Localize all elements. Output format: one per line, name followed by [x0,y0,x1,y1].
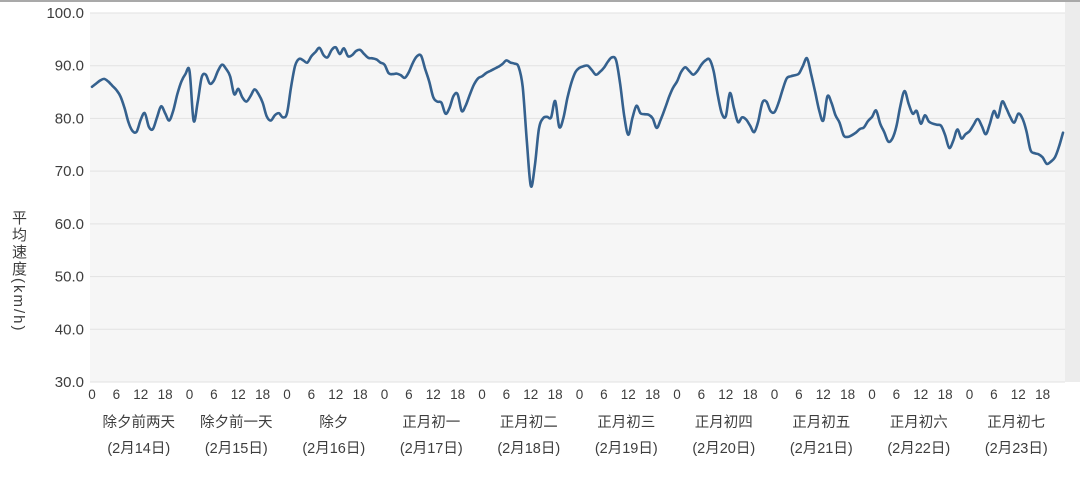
day-date-label: (2月22日) [887,441,950,457]
day-name-label: 正月初六 [890,414,948,431]
hour-tick-label: 0 [673,387,681,402]
hour-tick-label: 6 [600,387,608,402]
speed-line [90,45,1065,188]
day-date-label: (2月23日) [985,441,1048,457]
hour-tick-label: 18 [743,387,758,402]
hour-tick-label: 6 [893,387,901,402]
hour-tick-label: 6 [503,387,511,402]
hour-tick-label: 6 [308,387,316,402]
hour-tick-label: 0 [478,387,486,402]
hour-tick-label: 18 [450,387,465,402]
y-tick-label: 60.0 [55,216,84,233]
day-date-label: (2月21日) [790,441,853,457]
hour-tick-label: 0 [771,387,779,402]
day-name-label: 除夕 [319,414,348,431]
hour-tick-label: 6 [113,387,121,402]
hour-tick-label: 12 [718,387,733,402]
hour-tick-label: 6 [795,387,803,402]
top-border-line [0,0,1080,2]
day-date-label: (2月17日) [400,441,463,457]
day-date-label: (2月20日) [692,441,755,457]
y-tick-label: 40.0 [55,321,84,338]
hour-tick-label: 12 [328,387,343,402]
hour-tick-label: 6 [210,387,218,402]
hour-tick-label: 18 [938,387,953,402]
hour-tick-label: 12 [1011,387,1026,402]
y-tick-label: 80.0 [55,110,84,127]
day-name-label: 除夕前两天 [103,414,176,431]
day-name-label: 正月初三 [597,414,655,431]
hour-tick-label: 18 [158,387,173,402]
y-tick-label: 90.0 [55,58,84,75]
day-date-label: (2月19日) [595,441,658,457]
hour-tick-label: 0 [186,387,194,402]
hour-tick-label: 18 [840,387,855,402]
hour-tick-label: 18 [1035,387,1050,402]
hour-tick-label: 6 [405,387,413,402]
hour-tick-label: 6 [990,387,998,402]
right-margin-strip [1065,2,1080,382]
day-date-label: (2月14日) [107,441,170,457]
hour-tick-label: 0 [381,387,389,402]
hour-tick-label: 0 [283,387,291,402]
day-name-label: 除夕前一天 [200,414,273,431]
hour-tick-label: 12 [426,387,441,402]
day-name-label: 正月初四 [695,414,753,431]
hour-tick-label: 12 [133,387,148,402]
y-tick-label: 70.0 [55,163,84,180]
day-name-label: 正月初七 [987,414,1045,431]
hour-tick-label: 12 [913,387,928,402]
hour-tick-label: 0 [576,387,584,402]
plot-area [90,13,1065,382]
y-axis-title: 平均速度(km/h) [10,210,27,333]
hour-tick-label: 6 [698,387,706,402]
hour-tick-label: 0 [966,387,974,402]
day-date-label: (2月18日) [497,441,560,457]
y-tick-label: 50.0 [55,269,84,286]
hour-tick-label: 12 [231,387,246,402]
y-tick-label: 100.0 [46,5,84,22]
hour-tick-label: 18 [353,387,368,402]
day-name-label: 正月初一 [402,414,460,431]
hour-tick-label: 18 [548,387,563,402]
hour-tick-label: 0 [88,387,96,402]
hour-tick-label: 18 [255,387,270,402]
day-name-label: 正月初五 [792,414,850,431]
hour-tick-label: 18 [645,387,660,402]
hour-tick-label: 0 [868,387,876,402]
day-date-label: (2月16日) [302,441,365,457]
day-date-label: (2月15日) [205,441,268,457]
hour-tick-label: 12 [621,387,636,402]
hour-tick-label: 12 [816,387,831,402]
day-name-label: 正月初二 [500,414,558,431]
hour-tick-label: 12 [523,387,538,402]
y-tick-label: 30.0 [55,374,84,391]
